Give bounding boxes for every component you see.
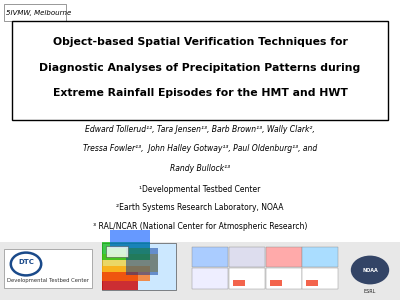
FancyBboxPatch shape	[306, 280, 318, 286]
FancyBboxPatch shape	[102, 243, 176, 290]
FancyBboxPatch shape	[229, 268, 265, 289]
FancyBboxPatch shape	[192, 247, 228, 267]
FancyBboxPatch shape	[229, 247, 265, 267]
FancyBboxPatch shape	[4, 4, 66, 21]
Text: Object-based Spatial Verification Techniques for: Object-based Spatial Verification Techni…	[52, 37, 348, 47]
Text: ESRL: ESRL	[364, 289, 376, 294]
Text: Developmental Testbed Center: Developmental Testbed Center	[7, 278, 89, 283]
FancyBboxPatch shape	[270, 280, 282, 286]
Text: Extreme Rainfall Episodes for the HMT and HWT: Extreme Rainfall Episodes for the HMT an…	[52, 88, 348, 98]
FancyBboxPatch shape	[192, 268, 228, 289]
FancyBboxPatch shape	[102, 272, 138, 290]
Text: ³ RAL/NCAR (National Center for Atmospheric Research): ³ RAL/NCAR (National Center for Atmosphe…	[93, 222, 307, 231]
Text: ¹Developmental Testbed Center: ¹Developmental Testbed Center	[139, 184, 261, 194]
FancyBboxPatch shape	[102, 242, 150, 260]
FancyBboxPatch shape	[0, 242, 400, 300]
FancyBboxPatch shape	[106, 246, 128, 256]
FancyBboxPatch shape	[126, 248, 158, 274]
FancyBboxPatch shape	[302, 247, 338, 267]
Text: DTC: DTC	[18, 260, 34, 266]
FancyBboxPatch shape	[266, 247, 302, 267]
FancyBboxPatch shape	[110, 230, 150, 247]
Text: NOAA: NOAA	[362, 268, 378, 272]
Text: Tressa Fowler¹³,  John Halley Gotway¹³, Paul Oldenburg¹³, and: Tressa Fowler¹³, John Halley Gotway¹³, P…	[83, 144, 317, 153]
Text: Diagnostic Analyses of Precipitation Patterns during: Diagnostic Analyses of Precipitation Pat…	[39, 62, 361, 73]
FancyBboxPatch shape	[102, 254, 158, 272]
Text: Edward Tollerud¹², Tara Jensen¹³, Barb Brown¹³, Wally Clark²,: Edward Tollerud¹², Tara Jensen¹³, Barb B…	[85, 124, 315, 134]
FancyBboxPatch shape	[302, 268, 338, 289]
Circle shape	[11, 253, 41, 275]
FancyBboxPatch shape	[266, 268, 302, 289]
FancyBboxPatch shape	[12, 21, 388, 120]
FancyBboxPatch shape	[102, 266, 150, 280]
Text: Randy Bullock¹³: Randy Bullock¹³	[170, 164, 230, 172]
Circle shape	[351, 256, 389, 284]
FancyBboxPatch shape	[4, 249, 92, 288]
Text: 5IVMW, Melbourne: 5IVMW, Melbourne	[6, 10, 71, 16]
FancyBboxPatch shape	[233, 280, 245, 286]
Text: ²Earth Systems Research Laboratory, NOAA: ²Earth Systems Research Laboratory, NOAA	[116, 203, 284, 212]
